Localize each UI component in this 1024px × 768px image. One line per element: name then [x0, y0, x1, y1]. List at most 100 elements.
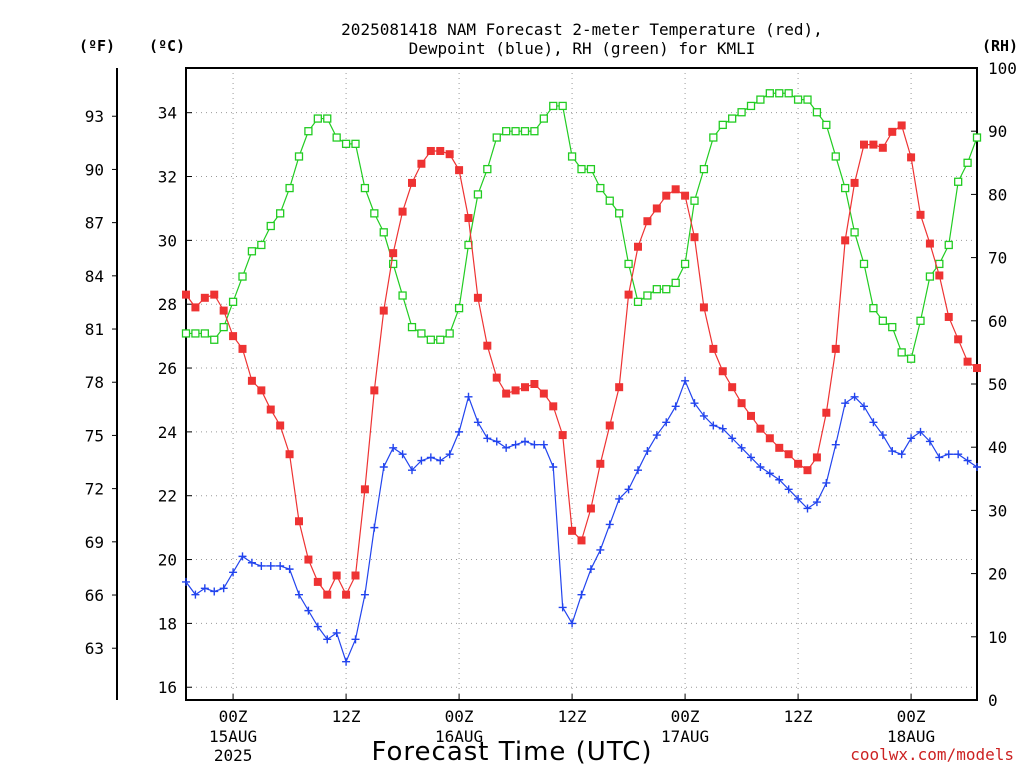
rh-point	[643, 291, 652, 300]
rh-axis-ticks: 0 10 20 30 40 50 60 70 80 90 100	[971, 59, 1017, 710]
rh-point	[238, 272, 247, 281]
temperature-point	[426, 146, 435, 155]
temperature-point	[878, 143, 887, 152]
temperature-point	[323, 590, 332, 599]
rh-point	[539, 114, 548, 123]
time-tick-label: 12Z	[784, 707, 813, 726]
rh-tick-label: 80	[988, 185, 1007, 204]
temperature-point	[775, 443, 784, 452]
dewpoint-point	[699, 411, 708, 420]
rh-tick-label: 40	[988, 438, 1007, 457]
dewpoint-point	[332, 628, 341, 637]
dewpoint-point	[370, 523, 379, 532]
dewpoint-point	[360, 590, 369, 599]
rh-point	[944, 240, 953, 250]
time-tick-date-label: 18AUG	[887, 727, 935, 746]
credit-text: coolwx.com/models	[850, 745, 1014, 764]
rh-point	[756, 95, 765, 104]
temperature-point	[831, 344, 840, 353]
rh-tick-label: 50	[988, 375, 1007, 394]
fahrenheit-tick-label: 84	[85, 267, 104, 286]
dewpoint-point	[586, 565, 595, 574]
rh-point	[888, 322, 897, 332]
rh-point	[662, 285, 671, 294]
temperature-point	[200, 293, 209, 302]
dewpoint-point	[728, 434, 737, 443]
dewpoint-point	[426, 453, 435, 462]
chart-title-line2: Dewpoint (blue), RH (green) for KMLI	[409, 39, 756, 58]
rh-point	[520, 127, 530, 136]
rh-point	[407, 322, 417, 332]
dewpoint-point	[285, 565, 294, 574]
x-axis-label: Forecast Time (UTC)	[371, 737, 652, 767]
rh-point	[831, 152, 840, 161]
rh-point	[624, 259, 633, 269]
dewpoint-point	[784, 485, 793, 494]
rh-point	[360, 183, 370, 193]
rh-point	[633, 297, 643, 306]
rh-tick-label: 90	[988, 122, 1007, 141]
rh-point	[473, 190, 483, 199]
temperature-point	[888, 127, 897, 136]
dewpoint-point	[539, 440, 548, 449]
temperature-point	[925, 239, 934, 248]
temperature-point	[869, 140, 878, 149]
temperature-point	[539, 389, 548, 398]
temperature-point	[304, 555, 313, 564]
temperature-point	[624, 290, 633, 299]
dewpoint-point	[257, 561, 266, 570]
dewpoint-point	[455, 427, 464, 436]
rh-point	[775, 89, 784, 98]
temperature-point	[944, 312, 953, 321]
grid	[186, 68, 977, 700]
rh-point	[323, 114, 332, 123]
rh-point	[916, 316, 925, 325]
dewpoint-point	[681, 376, 690, 385]
temperature-point	[370, 386, 379, 395]
rh-tick-label: 70	[988, 249, 1007, 268]
dewpoint-point	[596, 545, 605, 554]
dewpoint-point	[605, 520, 614, 529]
rh-series	[181, 89, 982, 363]
temperature-point	[285, 450, 294, 459]
dewpoint-point	[492, 437, 501, 446]
rh-point	[426, 335, 435, 344]
temperature-point	[860, 140, 868, 149]
dewpoint-point	[973, 462, 981, 471]
temperature-point	[483, 341, 492, 350]
dewpoint-point	[718, 424, 727, 433]
rh-point	[332, 133, 341, 142]
rh-tick-label: 30	[988, 501, 1007, 520]
rh-point	[210, 335, 219, 344]
rh-point	[954, 177, 963, 186]
time-tick-label: 12Z	[332, 707, 361, 726]
dewpoint-point	[436, 456, 445, 465]
rh-point	[530, 127, 539, 136]
temperature-line	[185, 124, 978, 597]
dewpoint-point	[831, 440, 840, 449]
rh-point	[454, 304, 464, 313]
fahrenheit-tick-label: 66	[85, 586, 104, 605]
fahrenheit-tick-label: 69	[85, 533, 104, 552]
rh-point	[247, 247, 257, 256]
dewpoint-point	[276, 561, 285, 570]
temperature-point	[530, 380, 539, 388]
rh-point	[370, 209, 379, 218]
celsius-tick-label: 16	[158, 678, 177, 697]
temperature-point	[935, 271, 944, 280]
rh-point	[878, 316, 887, 325]
dewpoint-point	[200, 584, 209, 593]
rh-point	[191, 329, 200, 338]
rh-point	[492, 133, 501, 142]
rh-point	[671, 278, 680, 288]
celsius-tick-label: 32	[158, 168, 177, 187]
temperature-point	[634, 242, 642, 251]
dewpoint-point	[794, 494, 803, 503]
rh-tick-label: 100	[988, 59, 1017, 78]
temperature-point	[182, 290, 190, 299]
celsius-tick-label: 20	[158, 551, 177, 570]
temperature-point	[521, 383, 529, 392]
dewpoint-point	[690, 399, 699, 408]
temperature-point	[398, 207, 407, 216]
